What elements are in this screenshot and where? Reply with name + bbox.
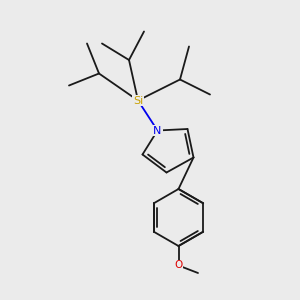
Text: O: O [174,260,183,271]
Text: Si: Si [133,95,143,106]
Text: N: N [153,125,162,136]
